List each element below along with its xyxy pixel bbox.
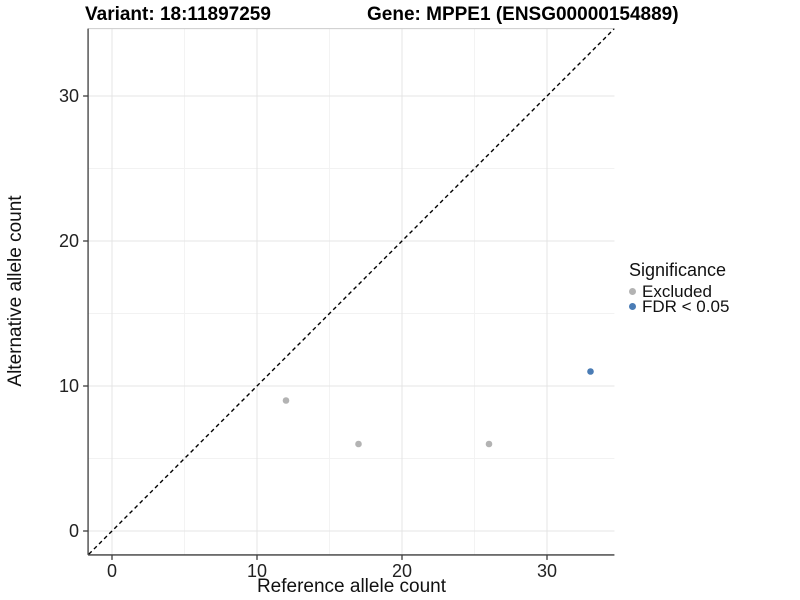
data-point (355, 440, 362, 448)
x-tick-label: 0 (107, 561, 117, 581)
excluded-point-icon (629, 288, 636, 295)
legend: Significance Excluded FDR < 0.05 (629, 260, 730, 316)
y-tick-label: 10 (59, 376, 79, 396)
legend-item-label: Excluded (642, 281, 712, 301)
x-tick-label: 30 (537, 561, 557, 581)
data-point (587, 368, 594, 375)
plot-title-gene: Gene: MPPE1 (ENSG00000154889) (367, 4, 679, 25)
y-tick-label: 30 (59, 86, 79, 106)
identity-line (88, 28, 615, 555)
data-point (282, 397, 290, 404)
y-tick-label: 0 (69, 521, 79, 541)
data-point (485, 440, 493, 448)
fdr-point-icon (629, 303, 636, 310)
y-tick-label: 20 (59, 231, 79, 251)
x-axis-title: Reference allele count (256, 576, 447, 597)
legend-item-fdr: FDR < 0.05 (629, 296, 730, 316)
legend-title: Significance (629, 260, 727, 280)
y-axis-title: Alternative allele count (5, 195, 26, 387)
x-tick-label: 10 (247, 561, 267, 581)
legend-item-excluded: Excluded (629, 281, 729, 301)
legend-item-label: FDR < 0.05 (642, 296, 730, 316)
plot-title-variant: Variant: 18:11897259 (85, 4, 271, 25)
x-tick-label: 20 (392, 561, 412, 581)
